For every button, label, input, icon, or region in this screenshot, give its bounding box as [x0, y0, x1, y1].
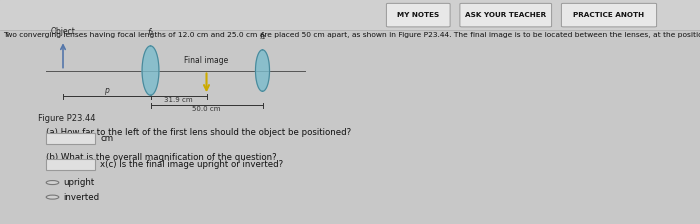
Text: 31.9 cm: 31.9 cm — [164, 97, 193, 103]
Text: cm: cm — [100, 134, 113, 143]
Text: p: p — [104, 86, 109, 95]
Text: Figure P23.44: Figure P23.44 — [38, 114, 96, 123]
Text: f₁: f₁ — [147, 28, 154, 37]
Text: Two converging lenses having focal lengths of 12.0 cm and 25.0 cm are placed 50 : Two converging lenses having focal lengt… — [4, 32, 700, 39]
Circle shape — [46, 181, 59, 185]
Bar — [0, 0, 700, 30]
Text: Final image: Final image — [184, 56, 229, 65]
Text: 50.0 cm: 50.0 cm — [193, 106, 220, 112]
Text: MY NOTES: MY NOTES — [397, 12, 440, 18]
Text: (a) How far to the left of the first lens should the object be positioned?: (a) How far to the left of the first len… — [46, 128, 351, 137]
FancyBboxPatch shape — [386, 3, 450, 27]
Text: Object: Object — [50, 27, 76, 36]
FancyBboxPatch shape — [561, 3, 657, 27]
Text: f₂: f₂ — [259, 32, 266, 41]
Polygon shape — [256, 50, 270, 91]
Circle shape — [46, 195, 59, 199]
Polygon shape — [142, 46, 159, 95]
Text: (b) What is the overall magnification of the question?: (b) What is the overall magnification of… — [46, 153, 276, 162]
FancyBboxPatch shape — [460, 3, 552, 27]
Text: upright: upright — [64, 178, 95, 187]
Text: x(c) Is the final image upright or inverted?: x(c) Is the final image upright or inver… — [100, 160, 284, 169]
FancyBboxPatch shape — [46, 159, 94, 170]
Text: inverted: inverted — [64, 193, 100, 202]
Text: PRACTICE ANOTH: PRACTICE ANOTH — [573, 12, 645, 18]
FancyBboxPatch shape — [46, 133, 94, 144]
Text: ASK YOUR TEACHER: ASK YOUR TEACHER — [466, 12, 546, 18]
